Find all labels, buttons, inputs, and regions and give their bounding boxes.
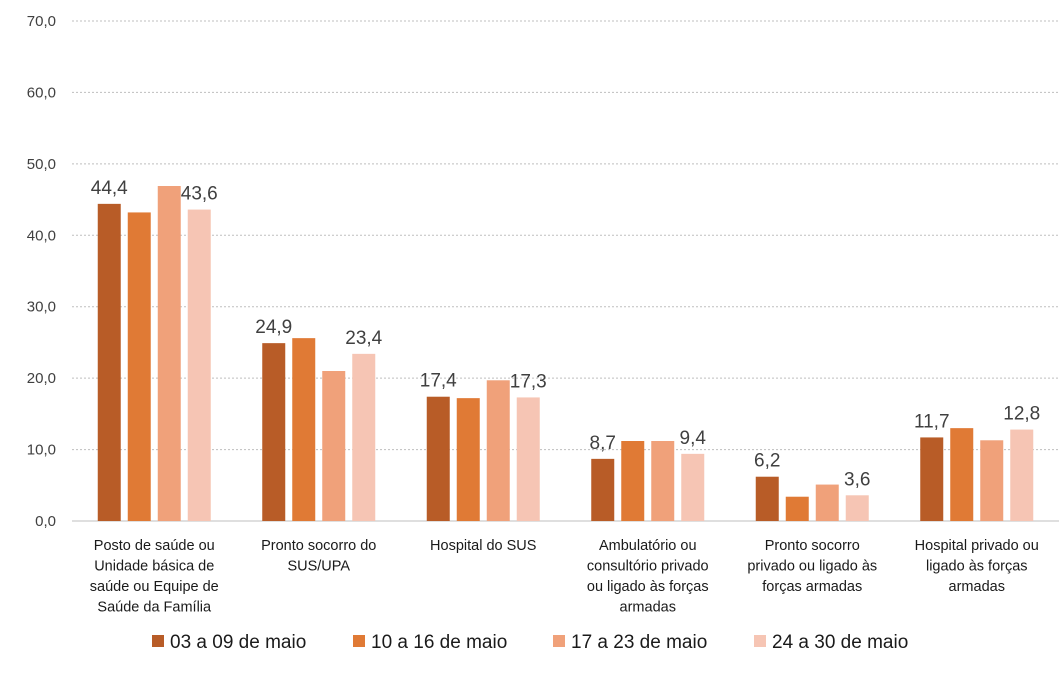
category-label-line: ou ligado às forças <box>587 579 709 595</box>
data-label: 8,7 <box>590 433 616 454</box>
legend-item: 10 a 16 de maio <box>353 632 507 653</box>
bar <box>262 343 286 521</box>
legend: 03 a 09 de maio 10 a 16 de maio 17 a 23 de… <box>152 632 908 653</box>
legend-label: 03 a 09 de maio <box>170 632 306 653</box>
category-label-line: Ambulatório ou <box>599 538 697 554</box>
category-label: Pronto socorro do SUS/UPA <box>261 538 376 575</box>
bar <box>516 397 540 521</box>
bar <box>920 437 944 521</box>
bar <box>157 186 181 521</box>
bar <box>322 371 346 521</box>
bar <box>785 496 809 521</box>
category-label: Hospital privado ou ligado às forças armad… <box>915 538 1039 595</box>
category-label: Pronto socorro privado ou ligado às forças… <box>747 538 877 595</box>
bar <box>591 458 615 521</box>
data-labels: 44,4 43,6 24,9 23,4 17,4 17,3 8,7 9,4 6,2 3,6 11,7… <box>91 178 1040 490</box>
bar <box>815 484 839 521</box>
legend-swatch <box>553 635 565 647</box>
legend-item: 17 a 23 de maio <box>553 632 707 653</box>
category-label: Posto de saúde ou Unidade básica de saúde … <box>90 538 219 616</box>
category-label-line: consultório privado <box>587 559 709 575</box>
data-label: 43,6 <box>181 184 218 205</box>
category-label-line: ligado às forças <box>926 559 1028 575</box>
legend-item: 24 a 30 de maio <box>754 632 908 653</box>
legend-item: 03 a 09 de maio <box>152 632 306 653</box>
legend-swatch <box>353 635 365 647</box>
category-label-line: Hospital privado ou <box>915 538 1039 554</box>
bar <box>486 380 510 521</box>
data-label: 9,4 <box>680 428 707 449</box>
data-label: 3,6 <box>844 469 870 490</box>
category-label-line: Posto de saúde ou <box>94 538 215 554</box>
bar <box>97 203 121 521</box>
category-label-line: Pronto socorro <box>765 538 860 554</box>
data-label: 11,7 <box>914 411 950 432</box>
legend-swatch <box>152 635 164 647</box>
category-label-line: armadas <box>949 579 1005 595</box>
legend-label: 24 a 30 de maio <box>772 632 908 653</box>
category-label-line: Saúde da Família <box>97 600 212 616</box>
category-label-line: saúde ou Equipe de <box>90 579 219 595</box>
y-tick-label: 0,0 <box>35 513 56 530</box>
y-tick-label: 60,0 <box>27 84 56 101</box>
y-tick-label: 40,0 <box>27 227 56 244</box>
bar <box>755 476 779 521</box>
bar <box>352 353 376 521</box>
y-tick-label: 50,0 <box>27 156 56 173</box>
data-label: 6,2 <box>754 451 780 472</box>
data-label: 44,4 <box>91 178 128 199</box>
y-tick-label: 20,0 <box>27 370 56 387</box>
legend-swatch <box>754 635 766 647</box>
legend-label: 17 a 23 de maio <box>571 632 707 653</box>
bar <box>651 441 675 521</box>
category-label-line: Unidade básica de <box>94 559 214 575</box>
bar <box>950 428 974 521</box>
data-label: 17,3 <box>510 371 547 392</box>
data-label: 23,4 <box>345 328 382 349</box>
data-label: 24,9 <box>255 317 292 338</box>
bar <box>456 398 480 521</box>
category-label-line: forças armadas <box>762 579 862 595</box>
category-labels: Posto de saúde ou Unidade básica de saúde … <box>90 538 1039 616</box>
y-tick-label: 30,0 <box>27 299 56 316</box>
category-label-line: Hospital do SUS <box>430 538 536 554</box>
legend-label: 10 a 16 de maio <box>371 632 507 653</box>
bars <box>97 186 1034 522</box>
bar <box>845 495 869 521</box>
category-label-line: privado ou ligado às <box>747 559 877 575</box>
bar <box>681 453 705 521</box>
bar <box>980 440 1004 521</box>
y-axis-ticks: 0,0 10,0 20,0 30,0 40,0 50,0 60,0 70,0 <box>27 13 56 530</box>
data-label: 17,4 <box>420 371 457 392</box>
data-label: 12,8 <box>1003 404 1040 425</box>
bar <box>621 441 645 521</box>
y-tick-label: 70,0 <box>27 13 56 30</box>
category-label-line: armadas <box>620 600 676 616</box>
category-label: Hospital do SUS <box>430 538 536 554</box>
category-label: Ambulatório ou consultório privado ou liga… <box>587 538 709 616</box>
bar <box>426 396 450 521</box>
y-tick-label: 10,0 <box>27 442 56 459</box>
bar <box>1010 429 1034 521</box>
category-label-line: Pronto socorro do <box>261 538 376 554</box>
bar <box>127 212 151 521</box>
grid-layer <box>72 20 1059 522</box>
bar <box>187 209 211 522</box>
bar <box>292 338 316 521</box>
category-label-line: SUS/UPA <box>287 559 350 575</box>
